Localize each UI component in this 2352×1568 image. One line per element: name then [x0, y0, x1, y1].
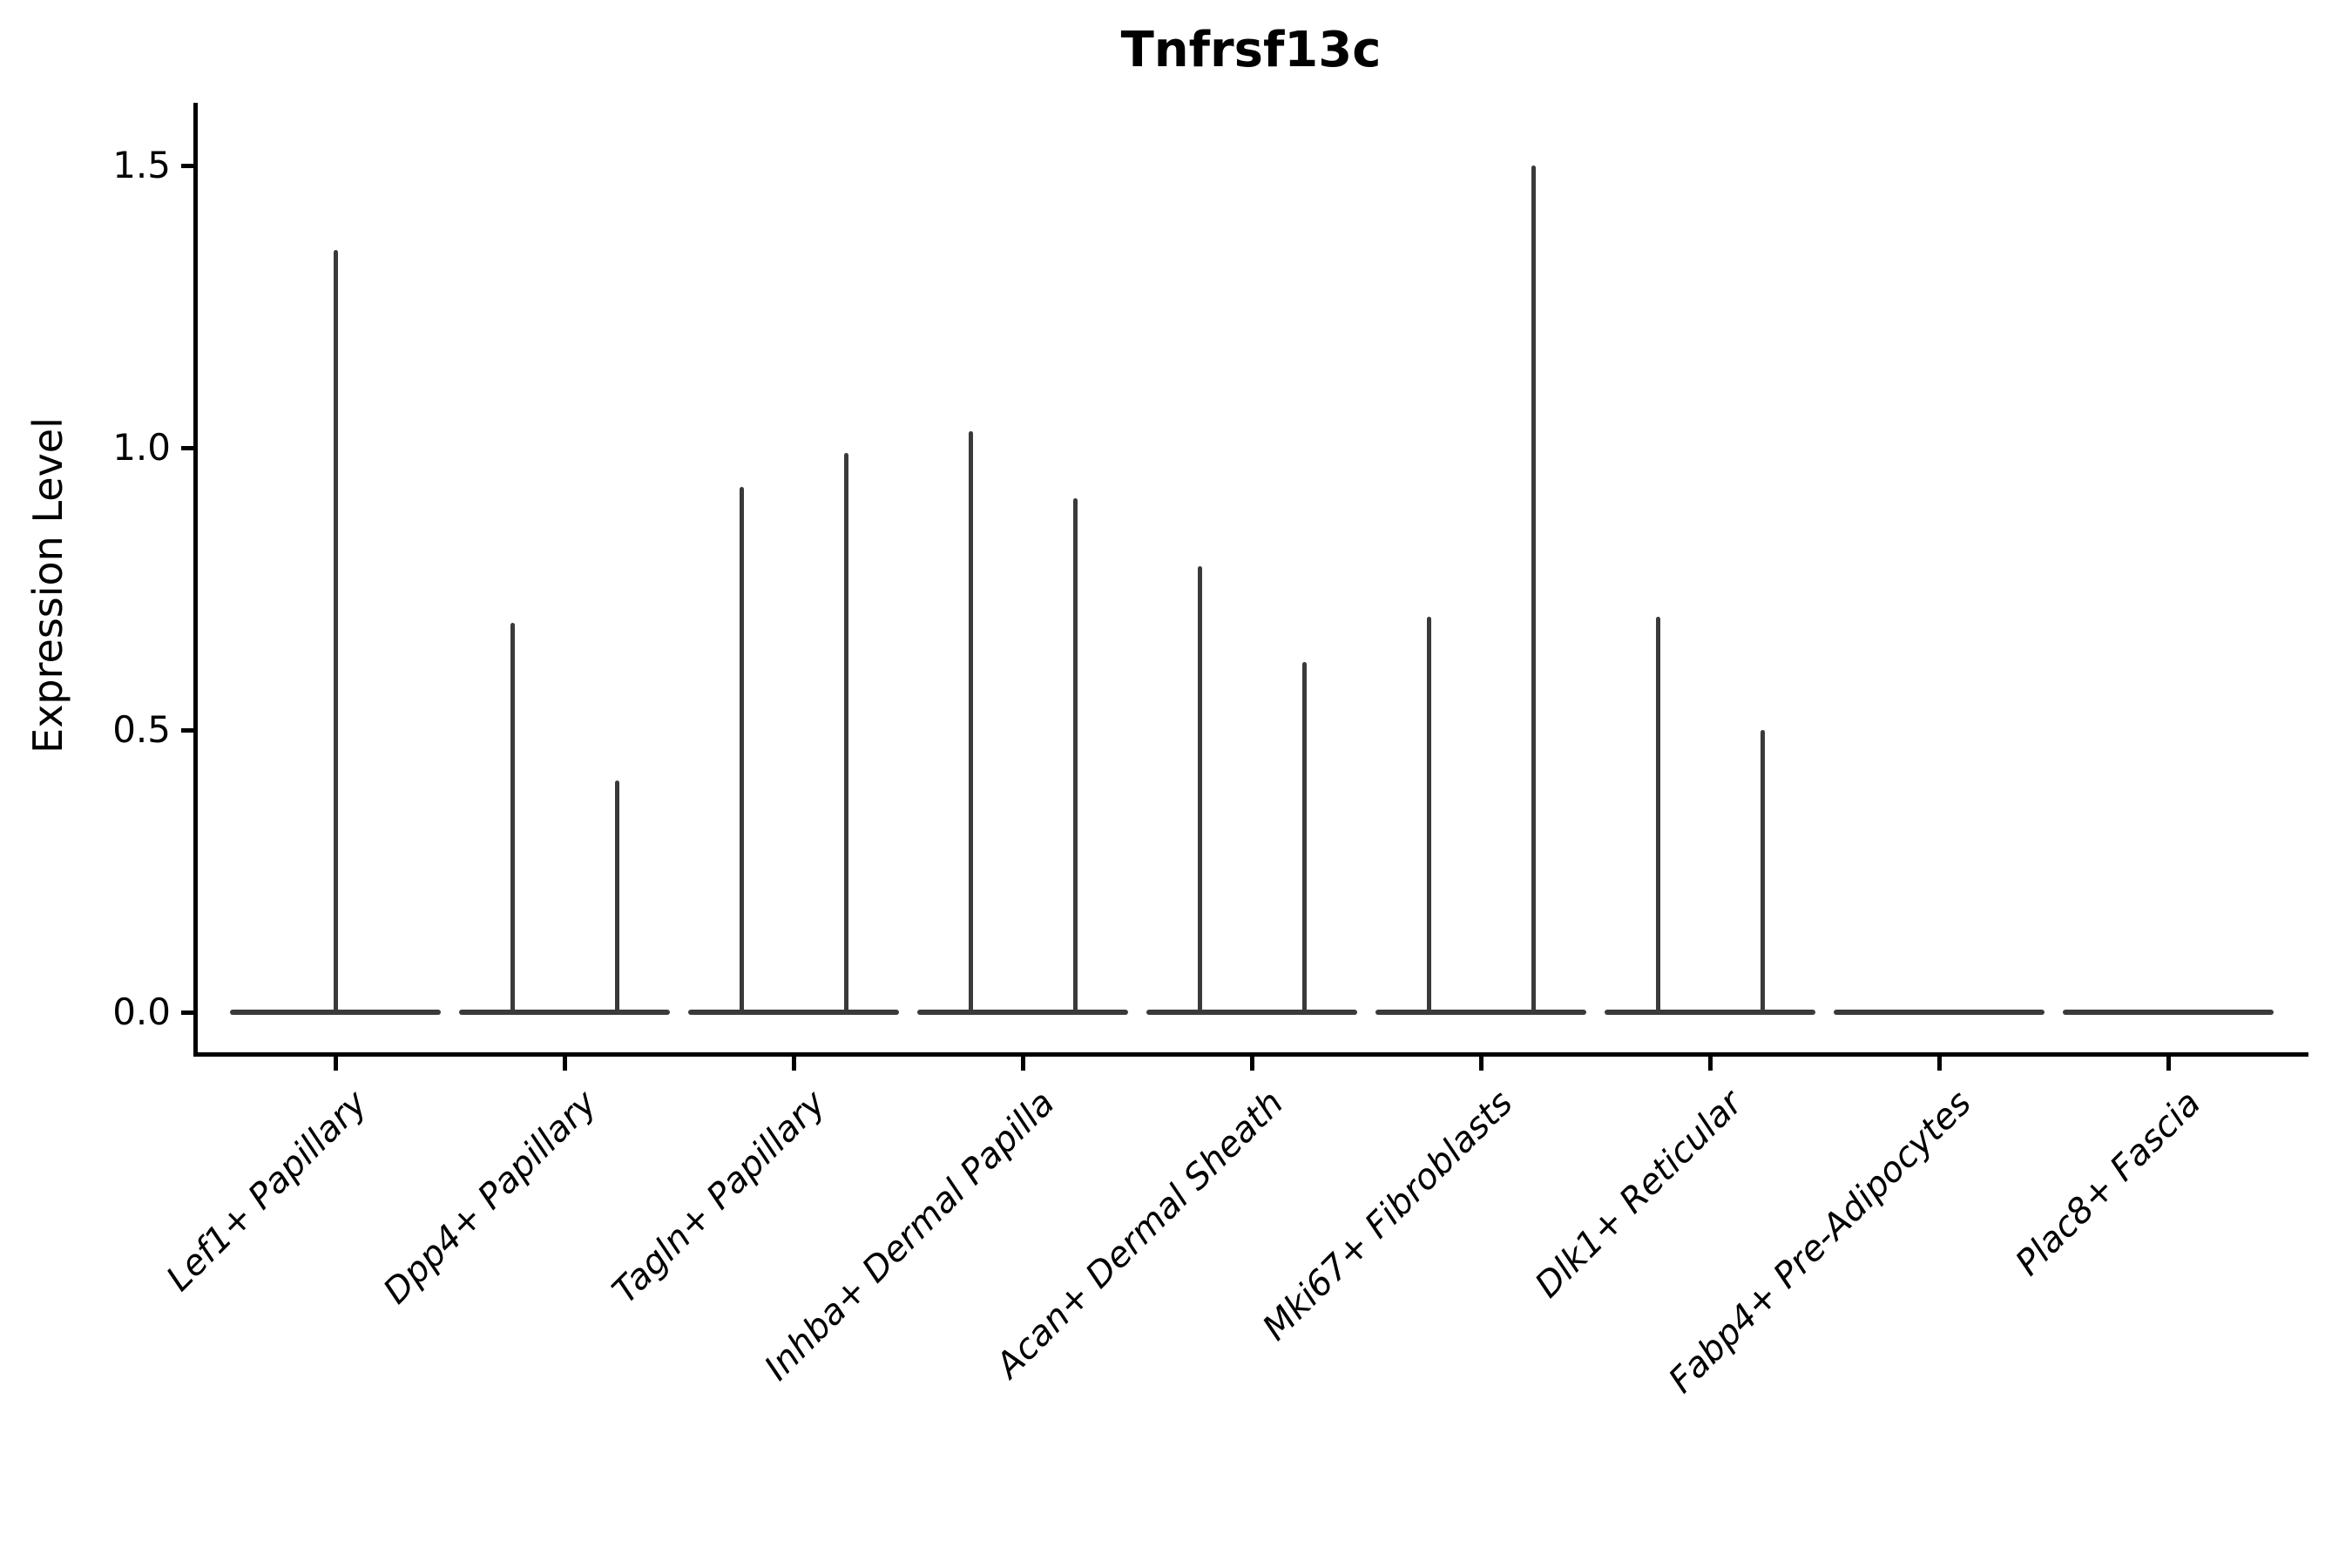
violin-spike [1301, 662, 1307, 1015]
x-tick-label: Mki67+ Fibroblasts [1255, 1083, 1521, 1348]
y-axis-label: Expression Level [24, 417, 71, 754]
x-tick-mark [1020, 1057, 1025, 1071]
x-tick-mark [1249, 1057, 1254, 1071]
violin-base [917, 1010, 1128, 1015]
x-tick-mark [2166, 1057, 2171, 1071]
violin-base [459, 1010, 670, 1015]
x-tick-label: Dlk1+ Reticular [1527, 1083, 1750, 1306]
y-tick-label: 1.5 [112, 144, 171, 186]
violin-spike [1655, 617, 1660, 1015]
y-tick-mark [181, 163, 193, 168]
violin-spike [968, 430, 973, 1015]
chart-title: Tnfrsf13c [1120, 22, 1382, 78]
y-tick-mark [181, 727, 193, 733]
x-tick-label: Dpp4+ Papillary [375, 1083, 605, 1312]
violin-base [2063, 1010, 2274, 1015]
violin-spike [1072, 498, 1078, 1015]
x-tick-mark [562, 1057, 567, 1071]
violin-spike [1531, 166, 1536, 1015]
x-tick-label: Lef1+ Papillary [159, 1083, 375, 1300]
violin-spike [1426, 617, 1431, 1015]
x-tick-mark [1936, 1057, 1942, 1071]
y-axis-line [193, 103, 198, 1057]
violin-base [688, 1010, 899, 1015]
violin-spike [739, 487, 744, 1015]
y-tick-label: 0.0 [112, 990, 171, 1033]
x-axis-line [193, 1052, 2308, 1057]
violin-spike [333, 250, 338, 1015]
y-tick-mark [181, 1010, 193, 1015]
x-tick-mark [791, 1057, 796, 1071]
violin-spike [1760, 730, 1765, 1015]
x-tick-label: Tagln+ Papillary [605, 1083, 834, 1312]
violin-base [1146, 1010, 1357, 1015]
violin-spike [614, 781, 619, 1015]
violin-spike [843, 453, 848, 1015]
violin-base [1834, 1010, 2044, 1015]
x-tick-mark [1707, 1057, 1713, 1071]
violin-base [1375, 1010, 1586, 1015]
x-tick-mark [1478, 1057, 1484, 1071]
violin-base [1605, 1010, 1815, 1015]
x-tick-mark [333, 1057, 338, 1071]
violin-spike [1197, 566, 1202, 1015]
y-tick-mark [181, 445, 193, 450]
violin-spike [510, 622, 515, 1015]
y-tick-label: 0.5 [112, 708, 171, 751]
y-tick-label: 1.0 [112, 426, 171, 469]
x-tick-label: Plac8+ Fascia [2007, 1083, 2208, 1284]
